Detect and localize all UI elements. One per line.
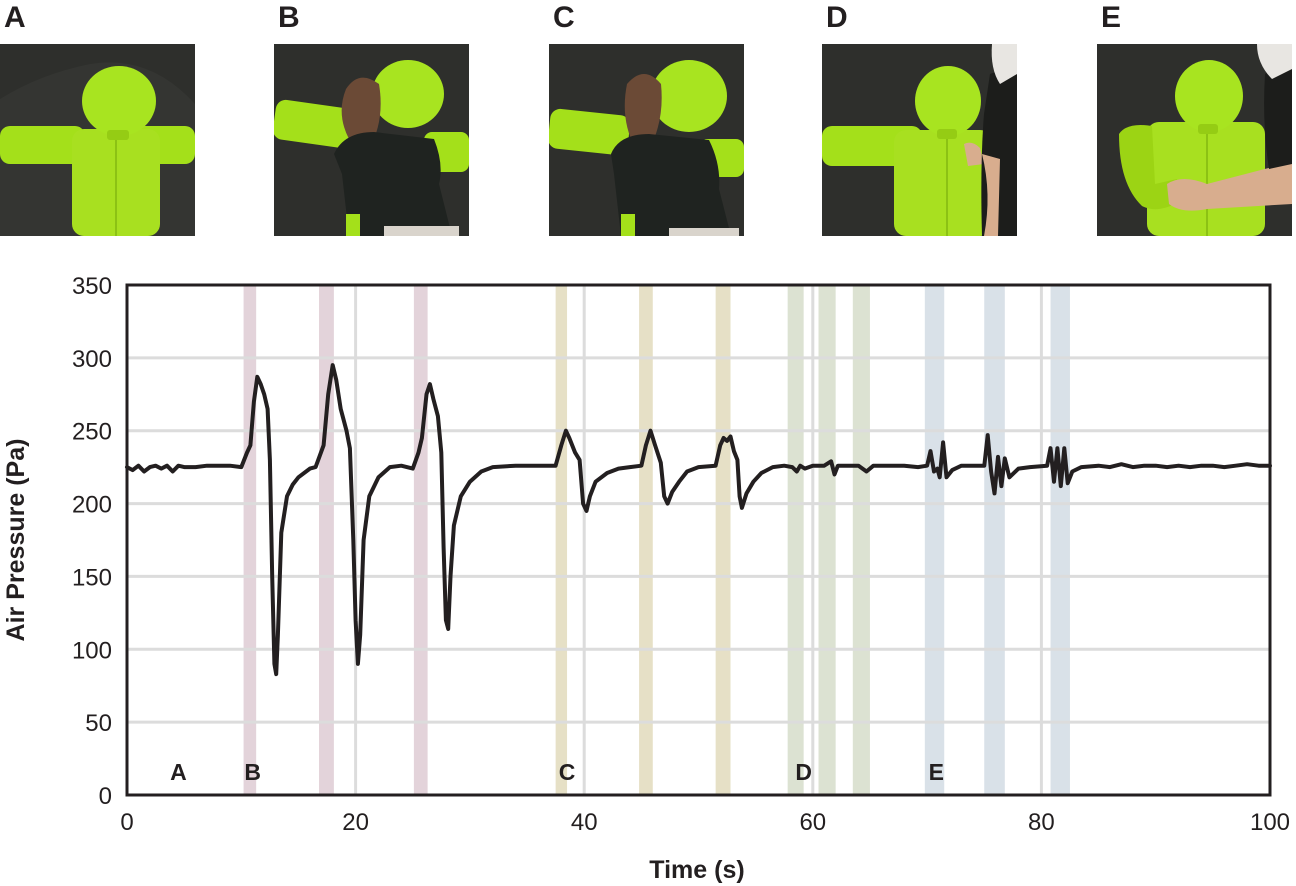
segment-labels: A B C D E: [170, 759, 944, 785]
x-tick-label: 20: [342, 809, 369, 836]
y-tick-label: 0: [99, 783, 112, 810]
y-tick-label: 350: [72, 273, 112, 300]
band-c: [715, 285, 731, 795]
photo-label-c: C: [553, 1, 575, 34]
photo-panel-b: B: [274, 0, 474, 245]
x-tick-label: 60: [799, 809, 826, 836]
band-d: [852, 285, 870, 795]
segment-label-d: D: [795, 759, 812, 785]
x-axis-ticks: 0 20 40 60 80 100: [120, 809, 1290, 836]
band-c: [555, 285, 568, 795]
x-axis-label: Time (s): [649, 856, 744, 884]
photo-panel-e: E: [1097, 0, 1296, 245]
robot-photo-d: [822, 44, 1017, 236]
photo-panel-d: D: [822, 0, 1022, 245]
band-d: [818, 285, 836, 795]
y-tick-label: 100: [72, 637, 112, 664]
interaction-bands: [243, 285, 1070, 795]
robot-photo-c: [549, 44, 744, 236]
robot-photo-a: [0, 44, 195, 236]
segment-label-b: B: [244, 759, 261, 785]
x-tick-label: 80: [1028, 809, 1055, 836]
photo-label-e: E: [1101, 1, 1122, 34]
y-tick-label: 150: [72, 564, 112, 591]
photo-panel-c: C: [549, 0, 749, 245]
segment-label-e: E: [929, 759, 944, 785]
air-pressure-line: [125, 363, 1272, 677]
robot-photo-b: [274, 44, 469, 236]
y-axis-ticks: 0 50 100 150 200 250 300 350: [72, 273, 112, 810]
y-tick-label: 200: [72, 492, 112, 519]
y-tick-label: 250: [72, 419, 112, 446]
photo-label-b: B: [278, 1, 300, 34]
y-tick-label: 50: [85, 710, 112, 737]
band-c: [639, 285, 653, 795]
x-tick-label: 100: [1250, 809, 1290, 836]
robot-photo-e: [1097, 44, 1292, 236]
air-pressure-chart: A B C D E 0 50 100 150 200 250 300 350 0 20 40 60 80 100…: [2, 273, 1290, 884]
photo-label-d: D: [826, 1, 848, 34]
band-e: [924, 285, 945, 795]
band-e: [1050, 285, 1070, 795]
band-b: [413, 285, 428, 795]
plot-frame: [125, 283, 1272, 797]
band-b: [243, 285, 257, 795]
photo-panel-a: A: [0, 0, 200, 245]
photo-label-a: A: [4, 1, 26, 34]
gridlines: [127, 285, 1270, 795]
band-d: [787, 285, 804, 795]
y-axis-label: Air Pressure (Pa): [2, 439, 30, 642]
x-tick-label: 0: [120, 809, 133, 836]
segment-label-c: C: [559, 759, 576, 785]
x-tick-label: 40: [571, 809, 598, 836]
segment-label-a: A: [170, 759, 187, 785]
y-tick-label: 300: [72, 346, 112, 373]
band-e: [984, 285, 1005, 795]
band-b: [319, 285, 334, 795]
